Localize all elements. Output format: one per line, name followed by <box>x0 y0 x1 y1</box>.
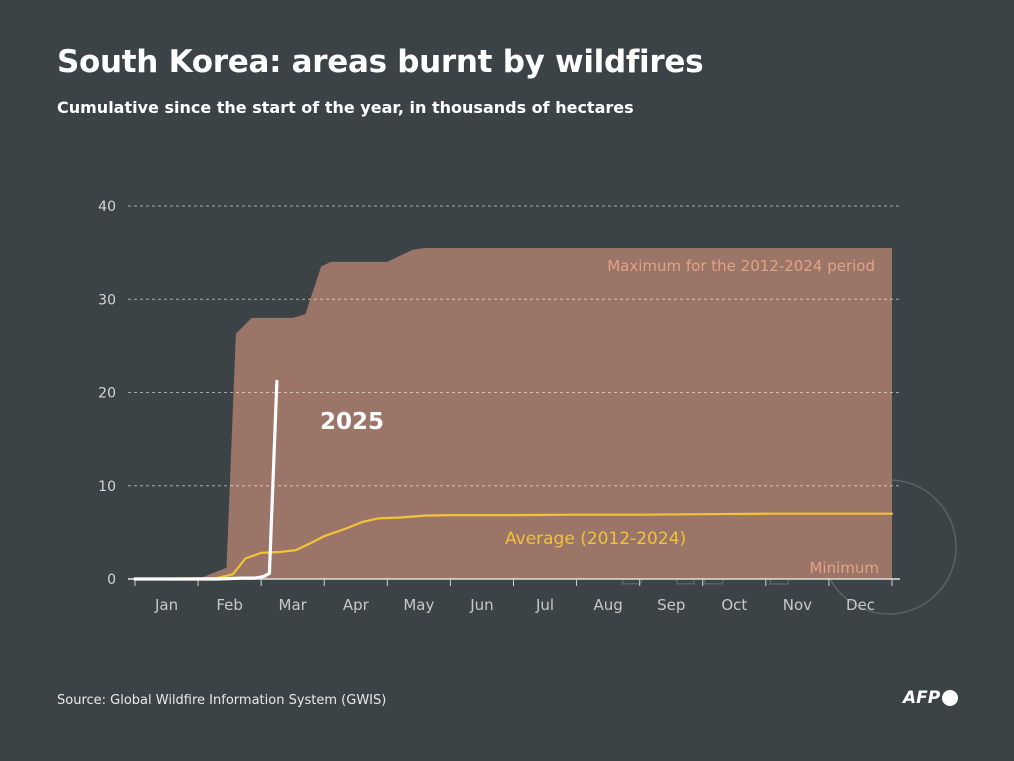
y-tick-label: 0 <box>107 572 116 588</box>
x-tick-label: Sep <box>657 596 685 614</box>
annotation-average: Average (2012-2024) <box>505 529 686 549</box>
chart-title: South Korea: areas burnt by wildfires <box>57 44 704 80</box>
x-tick-label: Jun <box>469 596 493 614</box>
x-tick-label: Mar <box>279 596 308 614</box>
y-tick-label: 40 <box>98 199 116 215</box>
annotations: Maximum for the 2012-2024 period Minimum… <box>320 257 879 577</box>
x-tick-label: Jan <box>154 596 178 614</box>
x-tick-label: Feb <box>216 596 243 614</box>
annotation-2025: 2025 <box>320 409 384 435</box>
annotation-minimum: Minimum <box>809 559 879 577</box>
series-line-average <box>133 512 894 581</box>
x-tick-label: Dec <box>846 596 875 614</box>
source-note: Source: Global Wildfire Information Syst… <box>57 693 387 708</box>
x-tick-label: May <box>403 596 434 614</box>
lines-layer <box>133 379 894 581</box>
y-tick-label: 30 <box>98 292 116 308</box>
x-tick-label: Jul <box>535 596 554 614</box>
afp-logo: AFP <box>903 688 959 708</box>
y-tick-label: 10 <box>98 479 116 495</box>
x-tick-label: Aug <box>593 596 622 614</box>
annotation-maximum: Maximum for the 2012-2024 period <box>607 257 875 275</box>
logo-text: AFP <box>903 688 941 708</box>
x-tick-label: Apr <box>343 596 370 614</box>
x-tick-label: Oct <box>721 596 747 614</box>
x-tick-label: Nov <box>783 596 812 614</box>
logo-dot-icon <box>942 690 959 706</box>
range-layer <box>135 248 892 579</box>
grid-layer: 0 10 20 30 40 <box>98 199 900 588</box>
y-tick-label: 20 <box>98 386 116 402</box>
chart-subtitle: Cumulative since the start of the year, … <box>57 98 634 117</box>
range-band-2012-2024 <box>135 248 892 579</box>
series-line-2025 <box>133 379 279 581</box>
